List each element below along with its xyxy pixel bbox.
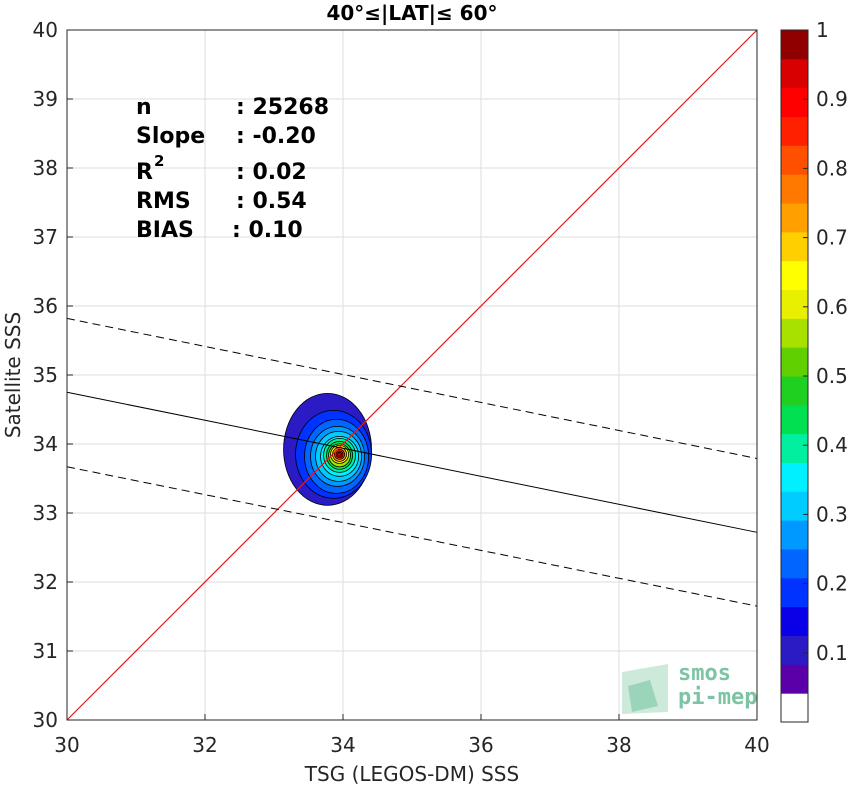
- y-tick-label: 38: [33, 156, 58, 180]
- logo-line1: smos: [678, 661, 731, 686]
- upper-bound-line: [66, 317, 758, 459]
- colorbar-segment: [781, 433, 808, 463]
- colorbar-segment: [781, 549, 808, 579]
- colorbar-tick-label: 0.6: [816, 295, 848, 319]
- stat-n-value: : 25268: [236, 95, 329, 120]
- stat-r2-value: : 0.02: [236, 160, 307, 185]
- y-tick-label: 34: [33, 432, 58, 456]
- colorbar-tick-label: 0.2: [816, 572, 848, 596]
- fit-line: [66, 391, 758, 533]
- logo-line2: pi-mep: [678, 685, 757, 710]
- colorbar-tick-labels: 0.1 0.2 0.3 0.4 0.5 0.6 0.7 0.8 0.9 1: [803, 18, 848, 665]
- y-tick-label: 37: [33, 225, 58, 249]
- colorbar-segment: [781, 87, 808, 117]
- x-tick-label: 34: [330, 733, 355, 757]
- identity-line: [66, 29, 758, 721]
- colorbar-segment: [781, 203, 808, 233]
- stat-bias-label: BIAS: [136, 218, 194, 243]
- x-axis-label: TSG (LEGOS-DM) SSS: [304, 762, 519, 786]
- y-axis-label: Satellite SSS: [1, 312, 25, 438]
- stat-rms-label: RMS: [136, 189, 191, 214]
- colorbar-tick-label: 0.3: [816, 502, 848, 526]
- colorbar-segment: [781, 606, 808, 636]
- colorbar-tick-label: 0.7: [816, 226, 848, 250]
- x-tick-label: 40: [744, 733, 769, 757]
- colorbar-tick-label: 0.1: [816, 641, 848, 665]
- colorbar-segment: [781, 30, 808, 60]
- colorbar: [781, 30, 808, 723]
- colorbar-segment: [781, 376, 808, 406]
- y-tick-label: 30: [33, 708, 58, 732]
- stat-r2-label: R: [136, 160, 153, 185]
- stat-rms-value: : 0.54: [236, 189, 307, 214]
- colorbar-tick-label: 1: [816, 18, 829, 42]
- colorbar-tick-label: 0.8: [816, 156, 848, 180]
- colorbar-tick-label: 0.9: [816, 87, 848, 111]
- colorbar-segment: [781, 289, 808, 319]
- y-tick-label: 32: [33, 570, 58, 594]
- colorbar-segment: [781, 462, 808, 492]
- colorbar-segment: [781, 404, 808, 435]
- chart-title: 40°≤|LAT|≤ 60°: [326, 1, 497, 25]
- colorbar-segment: [781, 347, 808, 377]
- colorbar-tick-label: 0.5: [816, 364, 848, 388]
- y-tick-label: 39: [33, 87, 58, 111]
- colorbar-segment: [781, 58, 808, 89]
- colorbar-segment: [781, 693, 808, 723]
- colorbar-segment: [781, 318, 808, 348]
- smos-pi-mep-logo: smos pi-mep: [622, 661, 757, 714]
- x-tick-label: 30: [54, 733, 79, 757]
- y-tick-label: 40: [33, 18, 58, 42]
- stats-box: n : 25268 Slope : -0.20 R 2 : 0.02 RMS :…: [136, 95, 329, 243]
- logo-wave-icon: [628, 680, 658, 712]
- colorbar-segment: [781, 520, 808, 550]
- colorbar-segment: [781, 231, 808, 262]
- stat-slope-label: Slope: [136, 124, 205, 149]
- y-tick-label: 35: [33, 363, 58, 387]
- density-contours: [283, 392, 372, 506]
- colorbar-segment: [781, 664, 808, 694]
- colorbar-segment: [781, 174, 808, 204]
- stat-r2-superscript: 2: [154, 152, 164, 170]
- stat-bias-value: : 0.10: [232, 218, 303, 243]
- stat-n-label: n: [136, 95, 152, 120]
- x-tick-label: 36: [468, 733, 493, 757]
- colorbar-segment: [781, 577, 808, 608]
- colorbar-segment: [781, 635, 808, 665]
- stat-slope-value: : -0.20: [236, 124, 316, 149]
- y-tick-label: 31: [33, 639, 58, 663]
- colorbar-segment: [781, 491, 808, 521]
- colorbar-segment: [781, 145, 808, 175]
- colorbar-segment: [781, 116, 808, 146]
- colorbar-tick-label: 0.4: [816, 433, 848, 457]
- colorbar-segment: [781, 260, 808, 290]
- regression-lines: [66, 29, 758, 721]
- y-tick-label: 36: [33, 294, 58, 318]
- density-contour: [337, 451, 342, 457]
- lower-bound-line: [66, 466, 758, 607]
- x-tick-label: 38: [606, 733, 631, 757]
- x-tick-labels: 30 32 34 36 38 40: [54, 714, 770, 757]
- y-tick-labels: 30 31 32 33 34 35 36 37 38 39 40: [33, 18, 73, 732]
- x-tick-label: 32: [192, 733, 217, 757]
- y-tick-label: 33: [33, 501, 58, 525]
